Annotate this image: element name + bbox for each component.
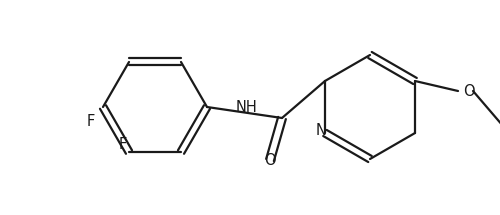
Text: NH: NH	[236, 100, 258, 115]
Text: N: N	[316, 123, 326, 138]
Text: F: F	[118, 137, 127, 152]
Text: F: F	[87, 114, 95, 129]
Text: O: O	[463, 83, 474, 98]
Text: O: O	[264, 153, 276, 168]
